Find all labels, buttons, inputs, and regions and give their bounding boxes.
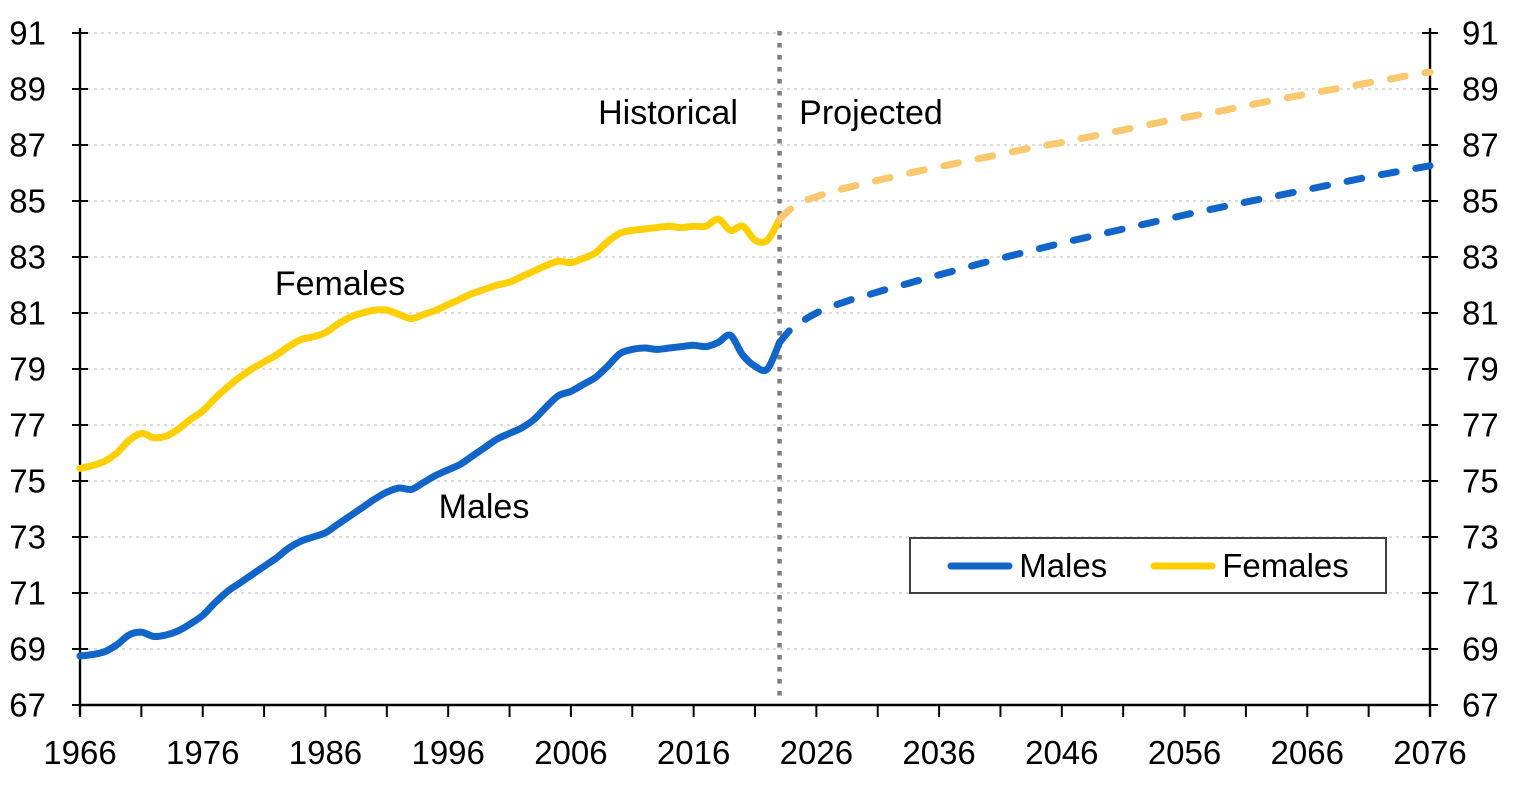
y-axis-label-left: 77 [9,407,46,444]
y-axis-label-left: 89 [9,71,46,108]
y-axis-label-right: 79 [1462,351,1499,388]
y-axis-label-right: 91 [1462,15,1499,52]
males-line-label: Males [439,488,530,526]
legend-label-females: Females [1222,547,1349,584]
y-axis-label-right: 67 [1462,687,1499,724]
series-lines [76,68,1434,660]
y-axis-label-right: 87 [1462,127,1499,164]
x-axis-label: 2016 [657,734,730,771]
females-projected-line [776,68,1434,223]
y-axis-label-left: 73 [9,519,46,556]
y-axis-label-left: 81 [9,295,46,332]
x-axis-label: 1976 [166,734,239,771]
y-axis-label-left: 71 [9,575,46,612]
y-axis-label-right: 69 [1462,631,1499,668]
y-axis-label-right: 89 [1462,71,1499,108]
y-axis-label-right: 75 [1462,463,1499,500]
x-axis-label: 1986 [289,734,362,771]
gridlines [80,32,1430,650]
y-axis-label-left: 69 [9,631,46,668]
y-axis-label-left: 83 [9,239,46,276]
x-axis-label: 2036 [902,734,975,771]
y-axis-label-right: 71 [1462,575,1499,612]
legend-label-males: Males [1019,547,1108,584]
x-axis-label: 2046 [1025,734,1098,771]
y-axis-label-left: 87 [9,127,46,164]
x-axis-label: 2076 [1393,734,1466,771]
y-axis-label-left: 67 [9,687,46,724]
x-axis-label: 2006 [534,734,607,771]
x-axis-label: 2056 [1148,734,1221,771]
y-axis-label-left: 91 [9,15,46,52]
females-historical-line [76,215,783,472]
y-axis-label-right: 73 [1462,519,1499,556]
legend-item-females: Females [1150,549,1349,582]
x-axis-label: 2026 [780,734,853,771]
y-axis-label-left: 75 [9,463,46,500]
y-axis-label-left: 79 [9,351,46,388]
males-projected-line [776,162,1434,346]
females-line-label: Females [275,265,405,303]
legend: Males Females [909,537,1387,594]
x-axis-label: 1966 [43,734,116,771]
projected-label: Projected [799,94,943,132]
y-axis-label-right: 81 [1462,295,1499,332]
females-line-swatch [1150,562,1216,569]
x-axis-label: 2066 [1271,734,1344,771]
axis-tick-labels: 67 67 69 69 71 71 73 73 75 75 77 77 79 79 81 81 83 83 85 85… [9,15,1498,772]
y-axis-label-right: 85 [1462,183,1499,220]
y-axis-label-left: 85 [9,183,46,220]
y-axis-label-right: 77 [1462,407,1499,444]
legend-item-males: Males [947,549,1107,582]
males-historical-line [76,331,783,660]
x-axis-label: 1996 [411,734,484,771]
axes [72,28,1438,717]
historical-label: Historical [598,94,738,132]
males-line-swatch [947,562,1013,569]
y-axis-label-right: 83 [1462,239,1499,276]
